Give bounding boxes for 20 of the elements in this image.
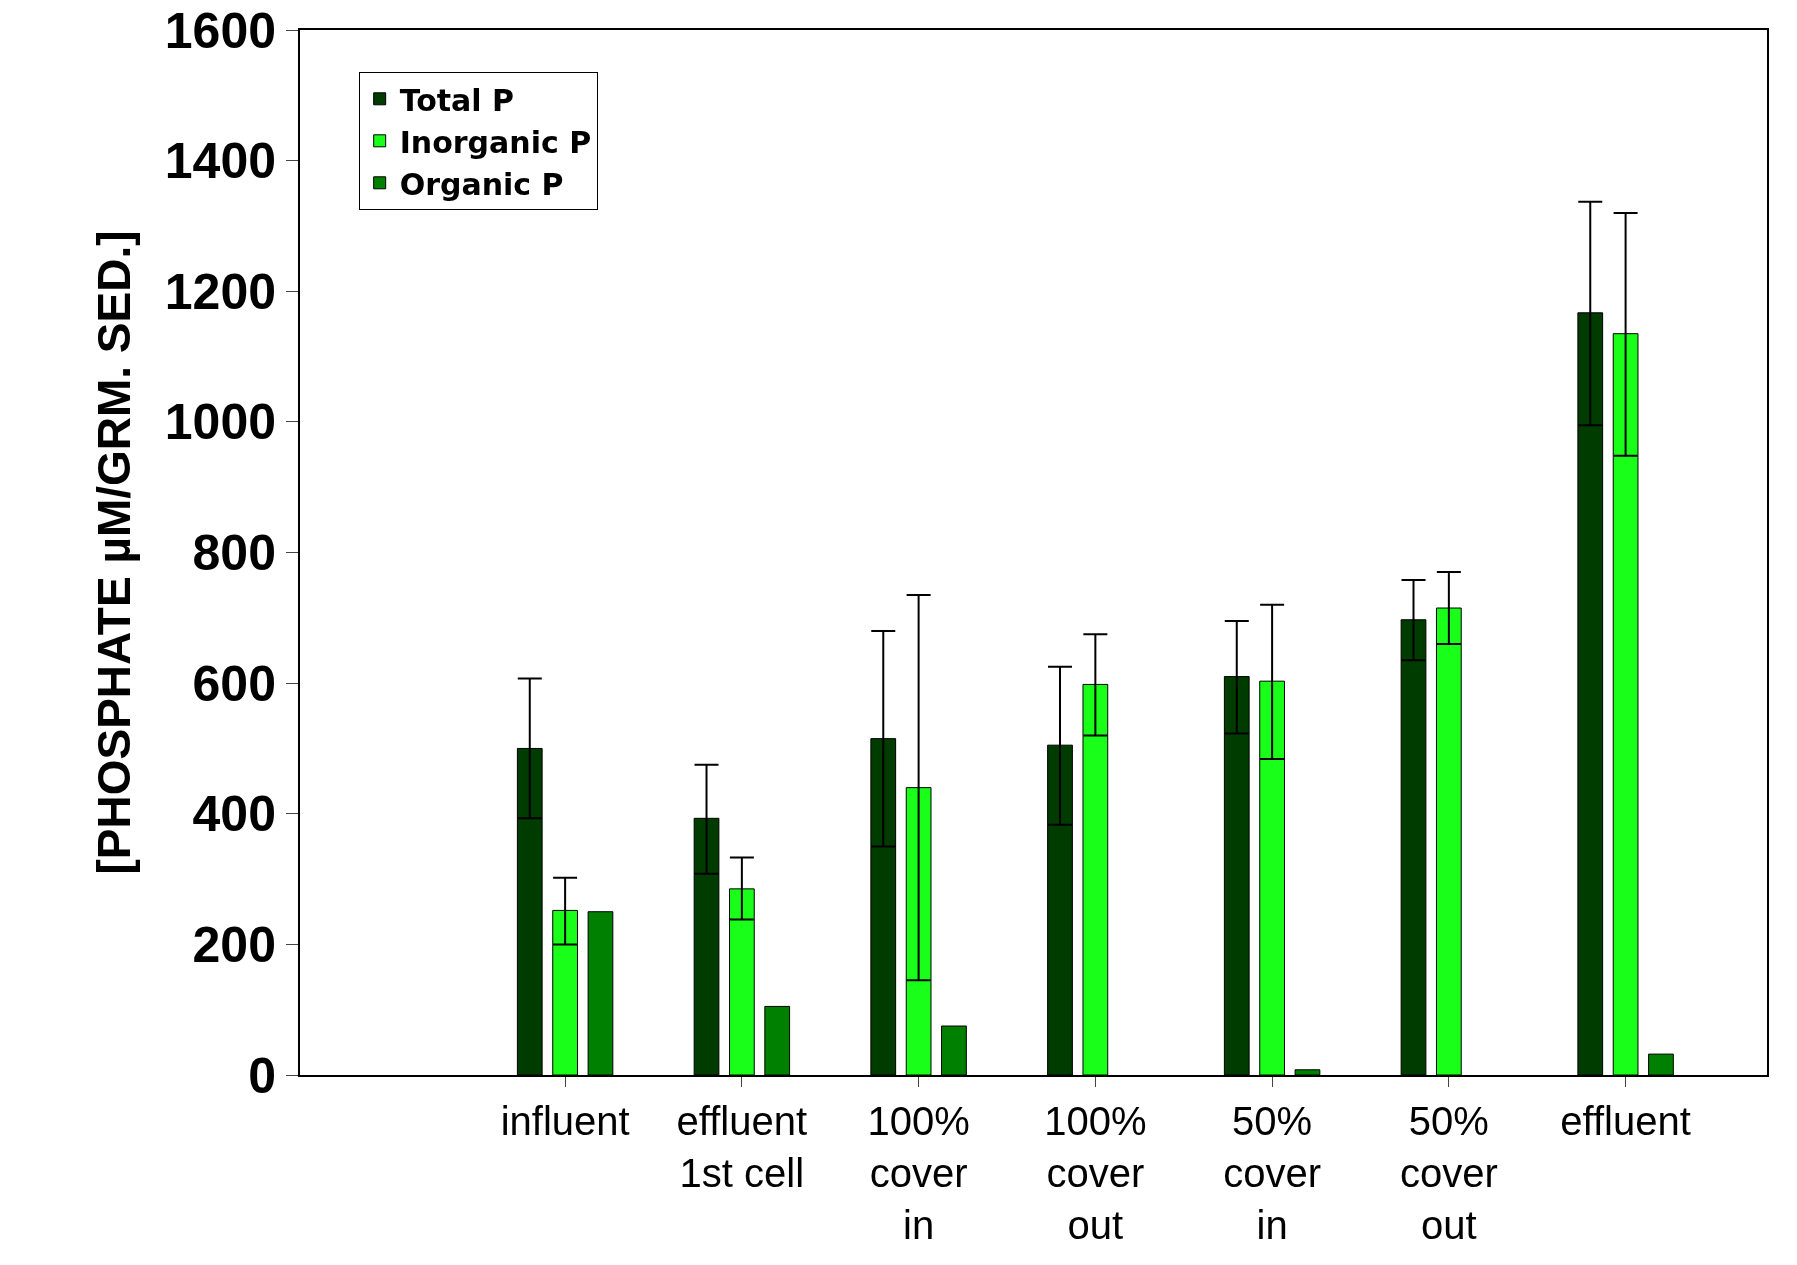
- y-tick-label: 1400: [164, 133, 276, 190]
- x-tick-label: 50% cover in: [1223, 1099, 1322, 1247]
- y-tick-label: 1200: [164, 263, 276, 320]
- legend-label: Inorganic P: [399, 124, 592, 160]
- y-axis-title: [PHOSPHATE µM/GRM. SED.]: [87, 230, 140, 875]
- x-tick-label: effluent: [1560, 1099, 1691, 1143]
- x-tick-label: 50% cover out: [1399, 1099, 1498, 1247]
- y-tick-label: 1600: [164, 2, 276, 59]
- y-tick-label: 0: [248, 1047, 276, 1104]
- y-tick-label: 1000: [164, 394, 276, 451]
- legend-label: Organic P: [399, 166, 564, 202]
- y-tick-label: 400: [192, 786, 276, 843]
- x-tick-label: 100% cover in: [867, 1099, 970, 1247]
- y-tick-label: 200: [192, 916, 276, 973]
- y-tick-label: 800: [192, 525, 276, 581]
- x-tick-label: effluent 1st cell: [676, 1099, 808, 1195]
- y-tick-label: 600: [192, 655, 276, 712]
- x-tick-label: influent: [500, 1099, 630, 1143]
- legend-label: Total P: [399, 82, 515, 118]
- x-tick-label: 100% cover out: [1044, 1099, 1147, 1247]
